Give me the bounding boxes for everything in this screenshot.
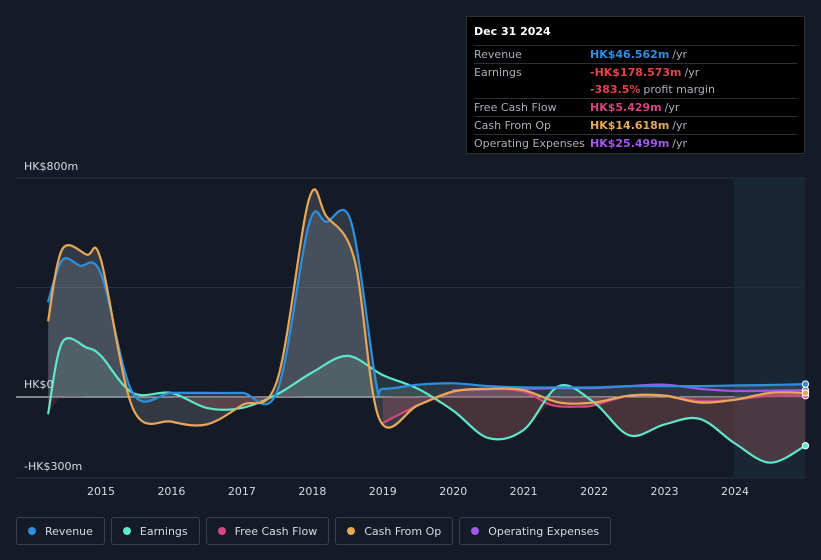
chart-legend: Revenue Earnings Free Cash Flow Cash Fro… [16, 517, 617, 545]
legend-label: Revenue [45, 524, 93, 538]
tooltip-label: Free Cash Flow [474, 101, 557, 114]
tooltip-value: HK$46.562m [590, 48, 670, 61]
tooltip-label: Earnings [474, 66, 522, 79]
legend-dot-icon [28, 527, 36, 535]
legend-item-revenue[interactable]: Revenue [16, 517, 105, 545]
series-end-marker-revenue [801, 380, 810, 388]
series-end-marker-cash-from-op [801, 389, 810, 397]
y-axis-bottom-label: -HK$300m [24, 460, 83, 473]
tooltip-unit: /yr [664, 101, 680, 114]
series-lines [47, 188, 807, 464]
x-tick-label: 2022 [580, 485, 608, 498]
legend-label: Earnings [139, 524, 188, 538]
tooltip-value: HK$25.499m [590, 137, 670, 150]
tooltip-row-profit-margin: -383.5% profit margin [474, 81, 797, 98]
y-axis-zero-label: HK$0 [24, 378, 54, 391]
tooltip-unit: /yr [672, 48, 688, 61]
series-area-free-cash-flow [382, 388, 806, 423]
gridlines [16, 177, 805, 479]
legend-item-operating-expenses[interactable]: Operating Expenses [459, 517, 612, 545]
legend-label: Free Cash Flow [234, 524, 318, 538]
series-end-markers [801, 380, 810, 450]
x-tick-label: 2015 [87, 485, 115, 498]
legend-dot-icon [217, 527, 226, 535]
tooltip-value: HK$5.429m [590, 101, 662, 114]
tooltip-label [474, 81, 590, 98]
tooltip-unit: profit margin [643, 83, 715, 96]
x-tick-label: 2023 [651, 485, 679, 498]
x-tick-label: 2018 [298, 485, 326, 498]
x-tick-label: 2021 [510, 485, 538, 498]
legend-dot-icon [347, 527, 356, 535]
tooltip-label: Revenue [474, 48, 522, 61]
series-area-earnings [48, 338, 806, 463]
series-line-cash-from-op [47, 188, 807, 429]
x-tick-label: 2016 [157, 485, 185, 498]
data-tooltip: Dec 31 2024 Revenue HK$46.562m /yr Earni… [466, 16, 805, 154]
x-tick-label: 2024 [721, 485, 749, 498]
legend-dot-icon [122, 527, 131, 535]
legend-label: Operating Expenses [488, 524, 600, 538]
tooltip-row-operating-expenses: Operating Expenses HK$25.499m /yr [474, 134, 797, 152]
tooltip-row-cash-from-op: Cash From Op HK$14.618m /yr [474, 116, 797, 134]
tooltip-row-free-cash-flow: Free Cash Flow HK$5.429m /yr [474, 98, 797, 116]
x-tick-label: 2020 [439, 485, 467, 498]
legend-dot-icon [471, 527, 480, 535]
x-axis-ticks: 2015 2016 2017 2018 2019 2020 2021 2022 2023 2024 [87, 485, 749, 498]
legend-label: Cash From Op [364, 524, 442, 538]
y-axis-top-label: HK$800m [24, 160, 79, 173]
legend-item-earnings[interactable]: Earnings [110, 517, 200, 545]
tooltip-value: HK$14.618m [590, 119, 670, 132]
legend-item-free-cash-flow[interactable]: Free Cash Flow [205, 517, 330, 545]
series-line-revenue [47, 208, 807, 406]
tooltip-value: -383.5% [590, 83, 641, 96]
tooltip-date: Dec 31 2024 [474, 25, 551, 38]
tooltip-value: -HK$178.573m [590, 66, 682, 79]
x-tick-label: 2019 [369, 485, 397, 498]
tooltip-unit: /yr [684, 66, 700, 79]
series-end-marker-earnings [801, 442, 810, 450]
tooltip-unit: /yr [672, 119, 688, 132]
tooltip-row-revenue: Revenue HK$46.562m /yr [474, 45, 797, 63]
tooltip-unit: /yr [672, 137, 688, 150]
legend-item-cash-from-op[interactable]: Cash From Op [335, 517, 454, 545]
latest-period-shade [734, 178, 805, 478]
x-tick-label: 2017 [228, 485, 256, 498]
tooltip-row-earnings: Earnings -HK$178.573m /yr [474, 63, 797, 81]
series-area-earnings-negative [48, 394, 806, 463]
series-area-revenue [48, 209, 806, 405]
tooltip-label: Operating Expenses [474, 137, 585, 150]
tooltip-label: Cash From Op [474, 119, 552, 132]
forecast-shade [734, 178, 805, 478]
